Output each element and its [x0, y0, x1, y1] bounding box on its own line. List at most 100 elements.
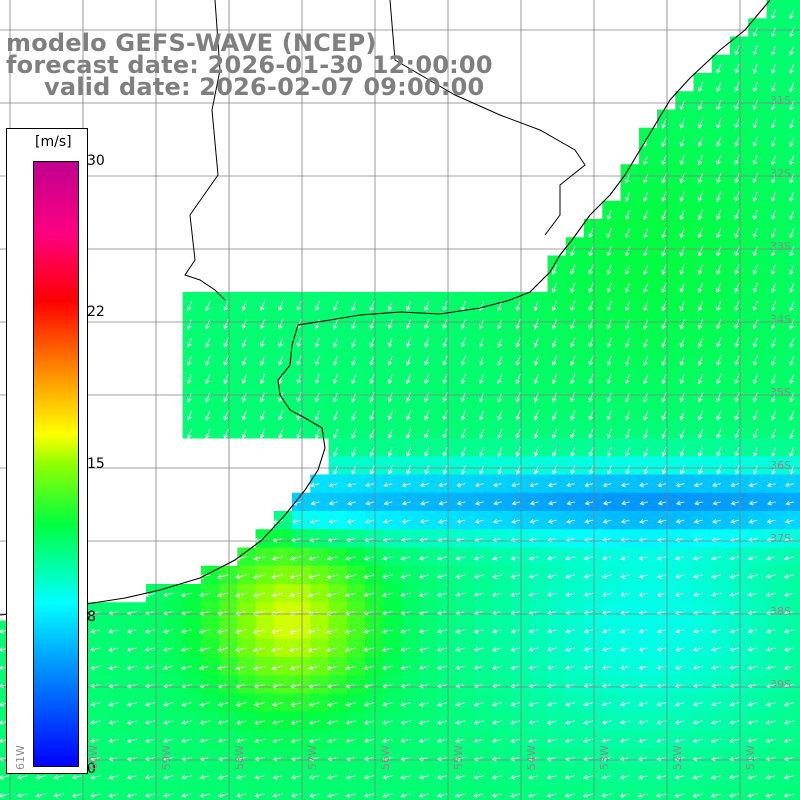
- wind-vector: [461, 355, 466, 366]
- wind-vector-head: [509, 738, 515, 744]
- wind-vector-head: [180, 629, 186, 634]
- wind-vector-head: [606, 270, 612, 275]
- wind-speed-cell: [693, 565, 713, 585]
- colorbar-unit: [m/s]: [35, 134, 72, 150]
- wind-vector: [333, 337, 339, 347]
- wind-vector-head: [108, 720, 114, 725]
- wind-vector: [735, 392, 740, 402]
- wind-vector-head: [789, 269, 794, 275]
- wind-speed-cell: [565, 748, 585, 767]
- wind-speed-cell: [346, 602, 366, 621]
- wind-speed-cell: [748, 730, 767, 749]
- wind-vector: [547, 537, 557, 542]
- wind-speed-cell: [346, 784, 366, 800]
- wind-vector: [181, 738, 192, 743]
- wind-vector-head: [436, 774, 442, 780]
- wind-vector-head: [697, 342, 703, 348]
- wind-vector-head: [601, 665, 607, 670]
- wind-vector: [552, 410, 558, 420]
- wind-vector: [625, 300, 631, 311]
- wind-vector: [716, 191, 722, 202]
- wind-vector-head: [351, 452, 356, 457]
- wind-vector-head: [674, 701, 680, 707]
- wind-vector: [419, 756, 429, 761]
- wind-vector: [187, 428, 193, 439]
- wind-vector: [364, 556, 375, 560]
- wind-speed-cell: [127, 638, 147, 658]
- wind-vector: [461, 465, 466, 475]
- wind-vector-head: [716, 142, 721, 147]
- wind-speed-cell: [492, 492, 512, 512]
- wind-speed-cell: [620, 620, 640, 640]
- wind-speed-cell: [547, 492, 567, 512]
- wind-vector-head: [747, 793, 752, 798]
- wind-vector-head: [381, 574, 387, 579]
- wind-speed-cell: [584, 730, 603, 749]
- wind-vector: [290, 702, 302, 706]
- wind-vector: [308, 665, 320, 670]
- wind-vector: [643, 173, 649, 183]
- wind-vector: [570, 282, 576, 293]
- wind-vector-head: [697, 288, 703, 294]
- wind-vector-head: [16, 793, 22, 798]
- wind-vector-head: [259, 379, 265, 385]
- wind-vector: [364, 537, 375, 542]
- wind-vector: [326, 629, 338, 633]
- wind-vector: [748, 720, 758, 724]
- wind-vector-head: [546, 720, 552, 725]
- wind-speed-cell: [492, 584, 512, 603]
- wind-speed-cell: [784, 18, 800, 37]
- wind-vector-head: [181, 720, 186, 725]
- wind-vector-head: [473, 738, 479, 744]
- wind-speed-cell: [565, 657, 585, 676]
- wind-vector: [346, 720, 356, 724]
- wind-vector-head: [16, 774, 22, 780]
- wind-speed-cell: [602, 565, 621, 585]
- wind-vector: [145, 629, 156, 633]
- wind-vector-head: [789, 452, 794, 457]
- wind-vector: [625, 282, 631, 293]
- wind-vector: [474, 629, 484, 633]
- wind-vector-head: [770, 215, 776, 220]
- wind-vector: [771, 300, 777, 311]
- wind-vector: [747, 793, 758, 797]
- wind-vector-head: [548, 500, 553, 506]
- wind-vector-head: [675, 518, 681, 524]
- wind-speed-cell: [675, 657, 694, 676]
- wind-vector-head: [583, 555, 589, 561]
- wind-vector-head: [509, 774, 515, 780]
- wind-vector: [217, 629, 229, 633]
- wind-vector: [516, 355, 521, 366]
- wind-vector-head: [546, 555, 552, 561]
- wind-vector: [437, 574, 448, 578]
- wind-vector-head: [752, 178, 758, 184]
- wind-speed-cell: [292, 620, 311, 640]
- wind-vector-head: [747, 774, 752, 780]
- wind-vector-head: [734, 178, 739, 184]
- wind-vector-head: [529, 482, 535, 488]
- wind-vector-head: [259, 324, 265, 330]
- wind-vector-head: [734, 415, 739, 421]
- wind-vector: [680, 246, 685, 257]
- wind-speed-cell: [474, 474, 494, 494]
- wind-vector-head: [734, 452, 740, 457]
- wind-speed-cell: [638, 657, 658, 676]
- wind-speed-cell: [365, 602, 384, 621]
- wind-vector-head: [697, 433, 703, 439]
- wind-vector: [329, 501, 338, 505]
- wind-speed-cell: [182, 784, 202, 800]
- wind-vector-head: [345, 738, 351, 744]
- wind-speed-cell: [547, 474, 567, 494]
- wind-vector: [771, 246, 777, 256]
- wind-vector-head: [108, 774, 114, 780]
- wind-vector-head: [455, 628, 460, 634]
- wind-vector: [711, 574, 721, 578]
- wind-vector-head: [528, 555, 534, 561]
- wind-speed-cell: [492, 529, 512, 548]
- wind-vector: [771, 8, 777, 19]
- wind-speed-cell: [784, 200, 800, 220]
- wind-vector-head: [223, 342, 228, 348]
- wind-vector-head: [108, 793, 114, 798]
- wind-vector-head: [205, 379, 210, 385]
- wind-vector: [675, 683, 685, 688]
